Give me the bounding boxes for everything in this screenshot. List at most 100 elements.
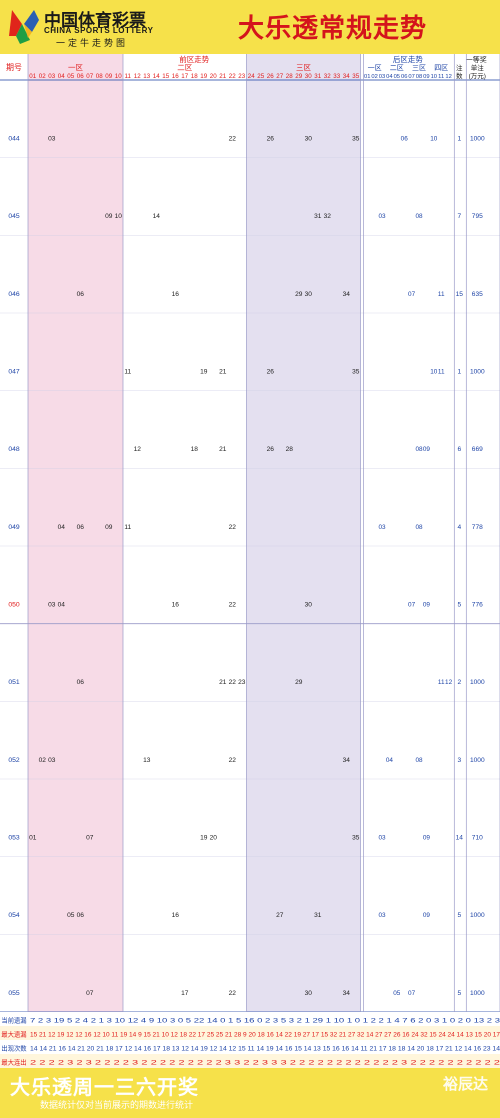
- trend-chart-panel: 期号 前区走势 后区走势 一等奖 一区 二区 三区 一区 二区 三区 四区注数单注 (万元) 01 02 0…: [0, 54, 500, 1068]
- first-prize-count: 4: [457, 524, 461, 531]
- draw-issue-number: 051: [8, 679, 20, 686]
- draw-issue-number: 049: [8, 524, 20, 531]
- stats-row-label: 最大遗漏: [1, 1030, 26, 1039]
- front-drawn-number: 19: [200, 835, 208, 842]
- draw-issue-number: 054: [8, 912, 20, 919]
- back-drawn-number: 08: [415, 757, 423, 764]
- front-drawn-number: 07: [86, 990, 94, 997]
- back-drawn-number: 03: [378, 835, 386, 842]
- front-drawn-number: 26: [267, 446, 275, 453]
- back-number-header: 03: [379, 74, 385, 80]
- front-number-header: 20: [210, 73, 217, 80]
- prize-column-header: 单注: [471, 63, 485, 72]
- first-prize-amount: 1000: [470, 757, 485, 764]
- front-number-header: 31: [314, 73, 321, 80]
- stats-row-label: 最大连出: [1, 1058, 26, 1067]
- first-prize-count: 5: [457, 602, 461, 609]
- count-column-header: 数: [456, 71, 463, 80]
- back-drawn-number: 03: [378, 213, 386, 220]
- front-drawn-number: 21: [219, 369, 227, 376]
- first-prize-amount: 710: [472, 835, 483, 842]
- front-number-header: 03: [48, 73, 55, 80]
- front-number-header: 05: [67, 73, 74, 80]
- front-drawn-number: 22: [229, 602, 237, 609]
- draw-issue-number: 047: [8, 369, 20, 376]
- front-drawn-number: 11: [124, 369, 131, 376]
- front-drawn-number: 35: [352, 369, 360, 376]
- back-number-header: 01: [364, 74, 370, 80]
- page-title: 大乐透常规走势: [238, 13, 428, 43]
- first-prize-count: 14: [456, 835, 464, 842]
- stats-row-values: 7 2 3 19 5 2 4 2 1 3 10 12 4 9 10 3 0 5 …: [30, 1018, 500, 1025]
- draw-schedule-text: 大乐透周一三六开奖: [10, 1077, 199, 1099]
- front-drawn-number: 31: [314, 213, 322, 220]
- first-prize-header: 一等奖: [466, 55, 487, 64]
- first-prize-count: 2: [457, 679, 461, 686]
- lottery-logo-icon: [9, 10, 39, 44]
- front-drawn-number: 30: [305, 136, 313, 143]
- front-number-header: 19: [200, 73, 207, 80]
- back-number-header: 05: [394, 74, 400, 80]
- back-drawn-number: 09: [423, 446, 431, 453]
- front-drawn-number: 01: [29, 835, 37, 842]
- front-number-header: 17: [181, 73, 188, 80]
- back-drawn-number: 08: [415, 446, 423, 453]
- front-drawn-number: 28: [286, 446, 294, 453]
- front-drawn-number: 30: [305, 602, 313, 609]
- back-number-header: 11: [438, 74, 444, 80]
- draw-issue-number: 044: [8, 136, 20, 143]
- front-zone-header: 一区: [68, 63, 83, 72]
- front-drawn-number: 06: [77, 524, 85, 531]
- draw-issue-number: 053: [8, 835, 20, 842]
- front-drawn-number: 03: [48, 602, 56, 609]
- back-number-header: 02: [371, 74, 377, 80]
- first-prize-amount: 1000: [470, 990, 485, 997]
- front-drawn-number: 26: [267, 136, 275, 143]
- back-zone-header: 三区: [412, 64, 426, 72]
- first-prize-count: 7: [457, 213, 461, 220]
- front-number-header: 07: [86, 73, 93, 80]
- back-drawn-number: 11: [438, 369, 445, 376]
- front-drawn-number: 22: [229, 524, 237, 531]
- first-prize-count: 5: [457, 990, 461, 997]
- back-drawn-number: 12: [445, 679, 453, 686]
- front-drawn-number: 22: [229, 136, 237, 143]
- front-drawn-number: 26: [267, 369, 275, 376]
- back-drawn-number: 08: [415, 524, 423, 531]
- draw-issue-number: 048: [8, 446, 20, 453]
- front-number-header: 11: [125, 73, 132, 80]
- back-drawn-number: 09: [423, 602, 431, 609]
- front-drawn-number: 34: [343, 757, 351, 764]
- first-prize-count: 15: [456, 291, 464, 298]
- front-number-header: 06: [77, 73, 84, 80]
- first-prize-count: 6: [457, 446, 461, 453]
- prize-column-header: (万元): [469, 72, 486, 80]
- back-drawn-number: 07: [408, 291, 416, 298]
- front-drawn-number: 19: [200, 369, 208, 376]
- front-number-header: 35: [352, 73, 359, 80]
- front-drawn-number: 03: [48, 757, 56, 764]
- front-drawn-number: 34: [343, 990, 351, 997]
- back-number-header: 07: [408, 74, 414, 80]
- first-prize-amount: 1000: [470, 912, 485, 919]
- front-number-header: 28: [286, 73, 293, 80]
- front-drawn-number: 20: [210, 835, 218, 842]
- front-number-header: 09: [105, 73, 112, 80]
- front-drawn-number: 23: [238, 679, 246, 686]
- front-number-header: 25: [257, 73, 264, 80]
- first-prize-amount: 1000: [470, 679, 485, 686]
- front-drawn-number: 09: [105, 524, 113, 531]
- back-drawn-number: 05: [393, 990, 401, 997]
- page-header: 中国体育彩票 CHINA SPORTS LOTTERY 一定牛走势图 大乐透常规…: [0, 0, 500, 54]
- front-number-header: 24: [248, 73, 255, 80]
- front-drawn-number: 06: [77, 679, 85, 686]
- front-drawn-number: 22: [229, 757, 237, 764]
- stats-row-background: [0, 1040, 500, 1054]
- issue-column-header: 期号: [6, 63, 22, 72]
- front-number-header: 02: [39, 73, 46, 80]
- front-number-header: 15: [162, 73, 169, 80]
- front-drawn-number: 13: [143, 757, 151, 764]
- logo-chinese-name: 中国体育彩票: [44, 11, 146, 30]
- front-drawn-number: 22: [229, 679, 237, 686]
